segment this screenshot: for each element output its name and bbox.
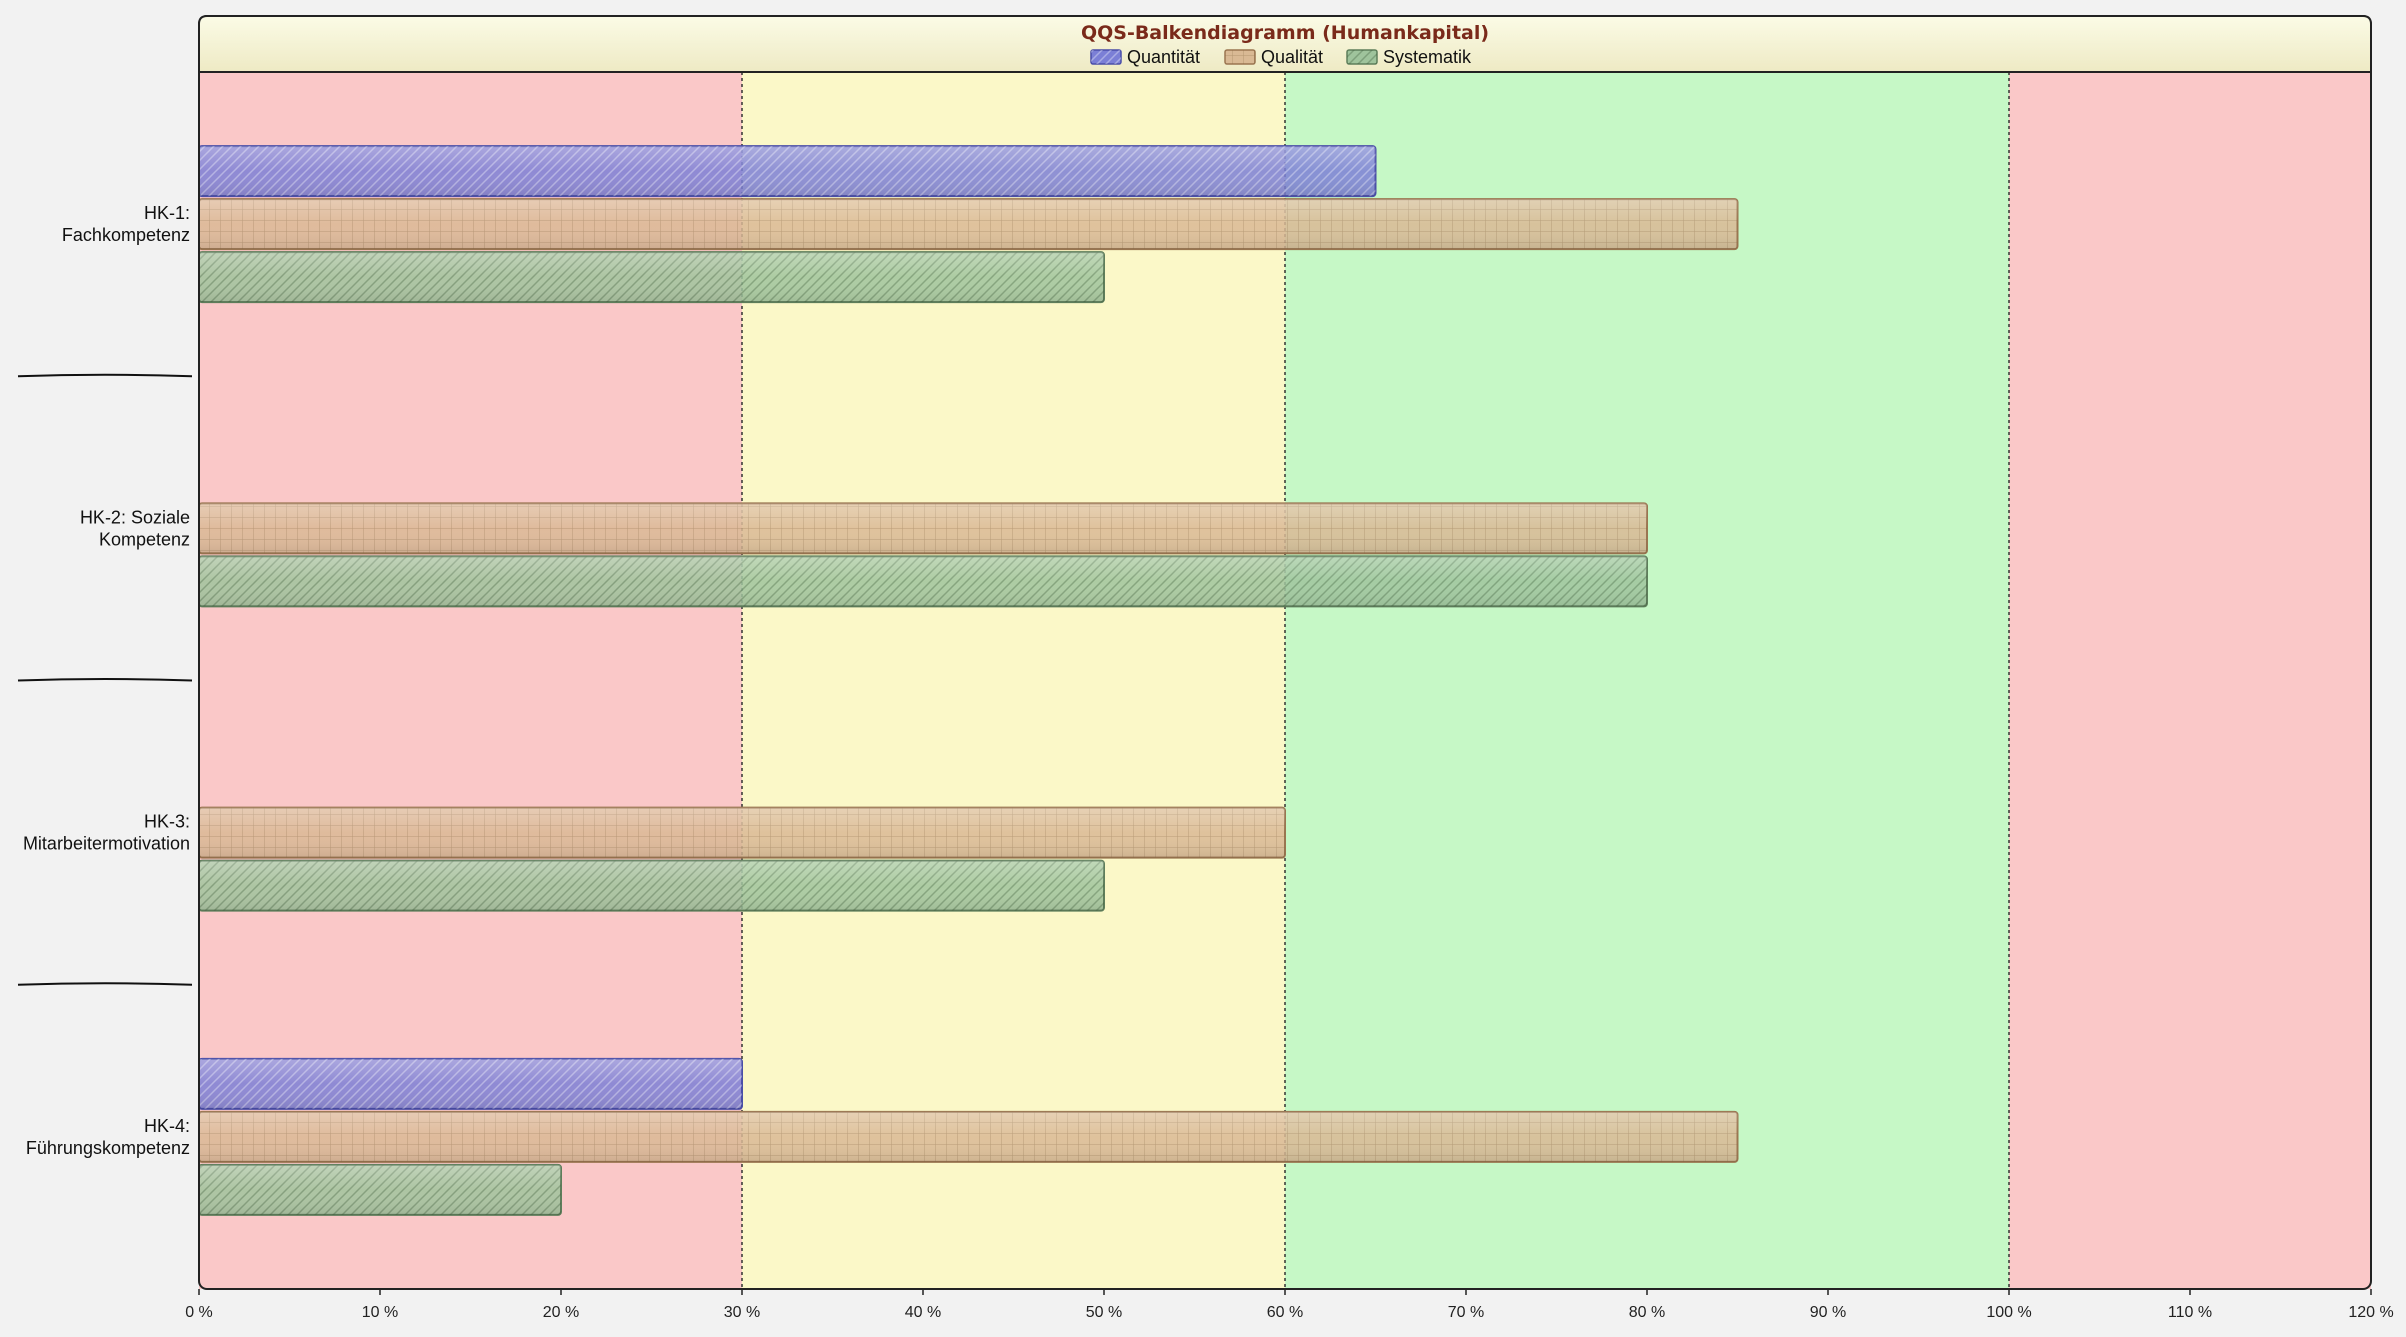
x-tick-label: 40 %: [905, 1304, 941, 1321]
x-tick-label: 120 %: [2348, 1304, 2393, 1321]
category-label-2: HK-2: Soziale: [80, 507, 190, 527]
category-separator-2: [17, 678, 193, 682]
x-tick-label: 20 %: [543, 1304, 579, 1321]
category-label-1: HK-1:: [144, 203, 190, 223]
chart-header: QQS-Balkendiagramm (Humankapital) Quanti…: [198, 15, 2372, 73]
category-label-4: HK-4:: [144, 1116, 190, 1136]
x-tick-label: 100 %: [1986, 1304, 2031, 1321]
category-label-3: HK-3:: [144, 812, 190, 832]
header-background: [198, 15, 2372, 73]
legend-item-quantität: Quantität: [1090, 47, 1200, 67]
bar-1-qualität: [198, 198, 1739, 251]
legend-label: Quantität: [1127, 47, 1200, 67]
x-tick-label: 0 %: [185, 1304, 213, 1321]
bar-4-qualität: [198, 1110, 1739, 1163]
legend-label: Qualität: [1261, 47, 1323, 67]
category-separators: [17, 373, 193, 986]
category-separator-3: [17, 982, 193, 986]
legend-item-qualität: Qualität: [1224, 47, 1323, 67]
x-tick-label: 60 %: [1267, 1304, 1303, 1321]
bar-1-quantität: [198, 145, 1377, 198]
bar-2-qualität: [198, 502, 1648, 555]
category-separator-1: [17, 373, 193, 378]
bar-1-systematik: [198, 251, 1105, 304]
category-labels: HK-1:Fachkompetenz HK-2: SozialeKompetenz…: [23, 203, 190, 1158]
zone-2: [1285, 72, 2009, 1289]
category-label-1: Fachkompetenz: [62, 225, 190, 245]
x-tick-label: 70 %: [1448, 1304, 1484, 1321]
category-label-4: Führungskompetenz: [26, 1138, 190, 1158]
x-tick-label: 10 %: [362, 1304, 398, 1321]
x-axis: 0 % 10 % 20 % 30 % 40 % 50 % 60 % 70 % 80 % 90 % 1…: [185, 1289, 2394, 1321]
legend: Quantität Qualität Systematik: [1090, 47, 1472, 67]
bars: [198, 145, 1739, 1216]
bar-4-quantität: [198, 1057, 743, 1110]
legend-item-systematik: Systematik: [1346, 47, 1472, 67]
x-tick-label: 90 %: [1810, 1304, 1846, 1321]
bar-4-systematik: [198, 1163, 562, 1216]
bar-3-systematik: [198, 859, 1105, 912]
x-tick-label: 50 %: [1086, 1304, 1122, 1321]
category-label-2: Kompetenz: [99, 529, 190, 549]
legend-label: Systematik: [1383, 47, 1472, 67]
x-tick-label: 110 %: [2168, 1304, 2212, 1321]
x-tick-label: 30 %: [724, 1304, 760, 1321]
bar-2-systematik: [198, 555, 1648, 608]
bar-3-qualität: [198, 806, 1286, 859]
zone-3: [2009, 72, 2371, 1289]
x-tick-label: 80 %: [1629, 1304, 1665, 1321]
category-label-3: Mitarbeitermotivation: [23, 834, 190, 854]
chart-title: QQS-Balkendiagramm (Humankapital): [1081, 22, 1489, 44]
